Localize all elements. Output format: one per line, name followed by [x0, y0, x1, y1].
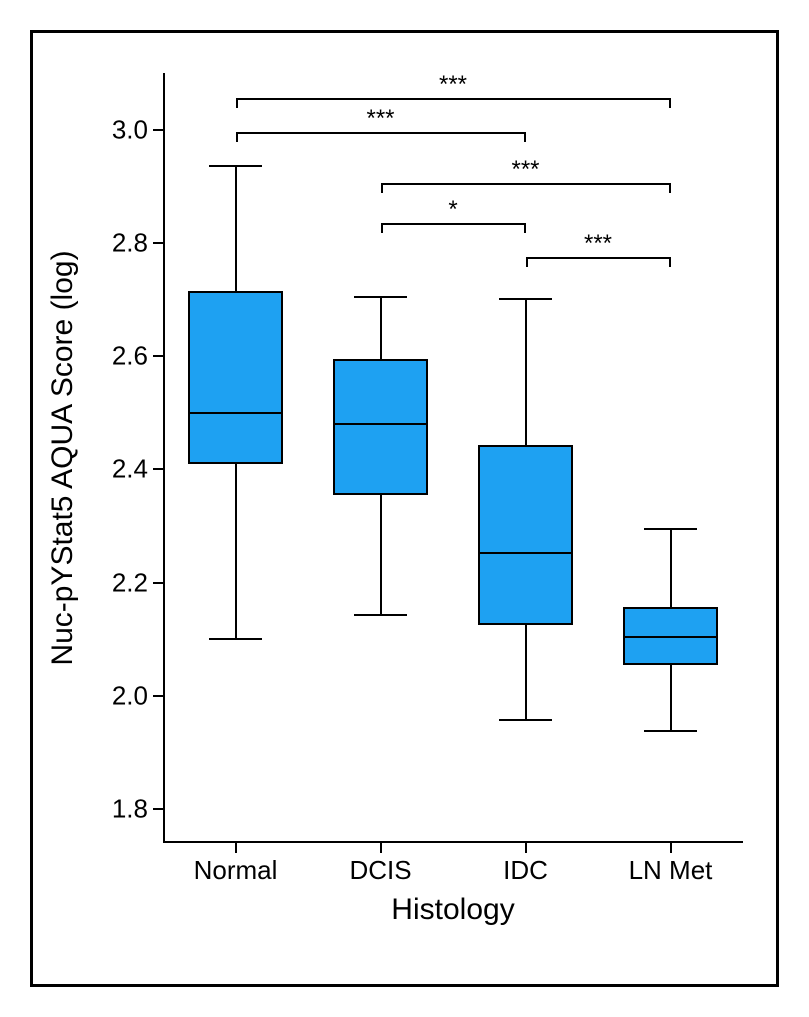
- y-tick-label: 1.8: [112, 794, 148, 825]
- whisker-cap: [499, 719, 551, 721]
- significance-bracket-end: [381, 223, 383, 233]
- y-tick-label: 3.0: [112, 114, 148, 145]
- x-tick-label: DCIS: [349, 855, 411, 886]
- x-tick: [235, 843, 237, 853]
- median-line: [188, 412, 284, 414]
- y-tick: [153, 582, 163, 584]
- median-line: [333, 423, 429, 425]
- box: [188, 291, 284, 464]
- y-tick: [153, 808, 163, 810]
- whisker-cap: [354, 296, 406, 298]
- box: [333, 359, 429, 495]
- x-axis-title: Histology: [391, 893, 514, 927]
- y-tick-label: 2.2: [112, 567, 148, 598]
- whisker: [525, 625, 527, 720]
- whisker: [235, 464, 237, 640]
- x-tick-label: IDC: [503, 855, 548, 886]
- whisker-cap: [354, 614, 406, 616]
- y-tick: [153, 242, 163, 244]
- y-tick: [153, 468, 163, 470]
- significance-bracket-end: [381, 183, 383, 193]
- significance-label: ***: [366, 105, 394, 133]
- whisker: [670, 529, 672, 607]
- whisker-cap: [499, 298, 551, 300]
- y-axis-title: Nuc-pYStat5 AQUA Score (log): [46, 250, 80, 665]
- whisker: [235, 166, 237, 291]
- whisker: [380, 297, 382, 359]
- x-tick-label: Normal: [194, 855, 278, 886]
- whisker: [670, 665, 672, 732]
- box: [478, 445, 574, 625]
- whisker-cap: [209, 638, 261, 640]
- plot-region: 1.82.02.22.42.62.83.0NormalDCISIDCLN Met…: [163, 73, 743, 843]
- y-tick-label: 2.6: [112, 341, 148, 372]
- significance-label: ***: [511, 156, 539, 184]
- x-axis: [163, 841, 743, 843]
- chart-frame: 1.8 2.0 2.2 2.4 2.6 2.8 3.0 Normal DCIS IDC LN Met…: [30, 30, 779, 987]
- significance-bracket-end: [669, 257, 671, 267]
- whisker-cap: [644, 730, 696, 732]
- y-tick: [153, 695, 163, 697]
- y-tick: [153, 129, 163, 131]
- significance-bracket-end: [524, 223, 526, 233]
- significance-label: ***: [439, 71, 467, 99]
- y-tick-label: 2.0: [112, 680, 148, 711]
- x-tick: [670, 843, 672, 853]
- x-tick-label: LN Met: [629, 855, 713, 886]
- significance-bracket-end: [669, 183, 671, 193]
- y-axis: [163, 73, 165, 843]
- significance-bracket-end: [524, 132, 526, 142]
- significance-label: *: [448, 196, 457, 224]
- median-line: [478, 552, 574, 554]
- significance-bracket-end: [669, 98, 671, 108]
- x-tick: [525, 843, 527, 853]
- chart-area: 1.82.02.22.42.62.83.0NormalDCISIDCLN Met…: [163, 73, 743, 903]
- whisker: [380, 495, 382, 615]
- whisker-cap: [644, 528, 696, 530]
- y-tick-label: 2.4: [112, 454, 148, 485]
- significance-bracket-end: [526, 257, 528, 267]
- x-tick: [380, 843, 382, 853]
- significance-bracket-end: [236, 132, 238, 142]
- y-tick-label: 2.8: [112, 227, 148, 258]
- whisker-cap: [209, 165, 261, 167]
- significance-label: ***: [584, 230, 612, 258]
- significance-bracket-end: [236, 98, 238, 108]
- whisker: [525, 299, 527, 445]
- median-line: [623, 636, 719, 638]
- y-tick: [153, 355, 163, 357]
